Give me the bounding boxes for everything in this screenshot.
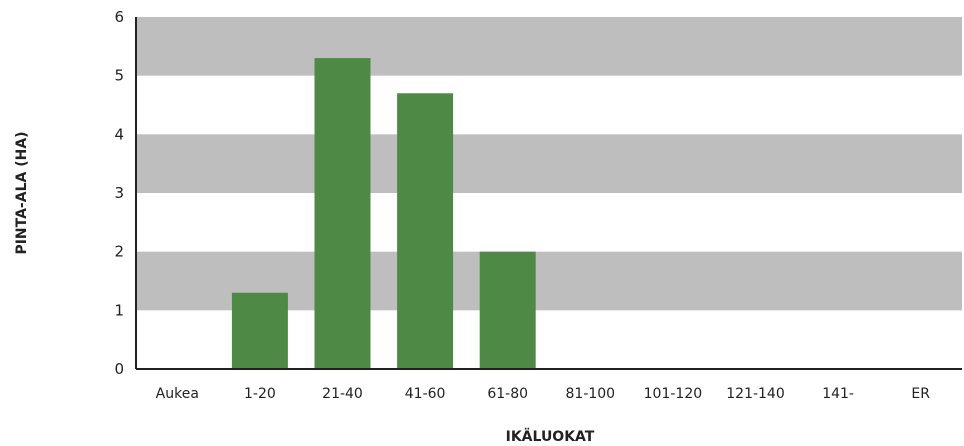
bar-1-20	[231, 292, 288, 369]
y-axis-ticks: 0 1 2 3 4 5 6	[114, 8, 124, 378]
y-tick-label: 1	[114, 301, 124, 319]
x-tick-label: ER	[911, 386, 930, 402]
y-tick-label: 6	[114, 8, 124, 26]
y-tick-label: 5	[114, 67, 124, 85]
y-tick-label: 3	[114, 184, 124, 202]
x-tick-label: 21-40	[322, 386, 363, 402]
x-tick-label: 101-120	[644, 386, 703, 402]
x-tick-label: 141-	[822, 386, 854, 402]
x-axis-title: IKÄLUOKAT	[506, 428, 595, 445]
x-axis-categories: Aukea 1-20 21-40 41-60 61-80 81-100 101-120 121…	[156, 386, 931, 402]
y-tick-label: 0	[114, 360, 124, 378]
bar-21-40	[314, 58, 371, 370]
x-tick-label: 61-80	[487, 386, 528, 402]
y-tick-label: 4	[114, 125, 124, 143]
bar-61-80	[479, 251, 536, 369]
grid-bands	[136, 17, 962, 311]
bar-41-60	[397, 93, 454, 370]
x-tick-label: 41-60	[405, 386, 446, 402]
grid-band	[136, 134, 962, 193]
grid-band	[136, 17, 962, 76]
x-tick-label: 121-140	[726, 386, 785, 402]
x-tick-label: Aukea	[156, 386, 199, 402]
y-axis-title: PINTA-ALA (HA)	[14, 131, 30, 254]
x-tick-label: 1-20	[244, 386, 276, 402]
y-tick-label: 2	[114, 243, 124, 261]
x-tick-label: 81-100	[566, 386, 616, 402]
bars	[231, 58, 536, 370]
